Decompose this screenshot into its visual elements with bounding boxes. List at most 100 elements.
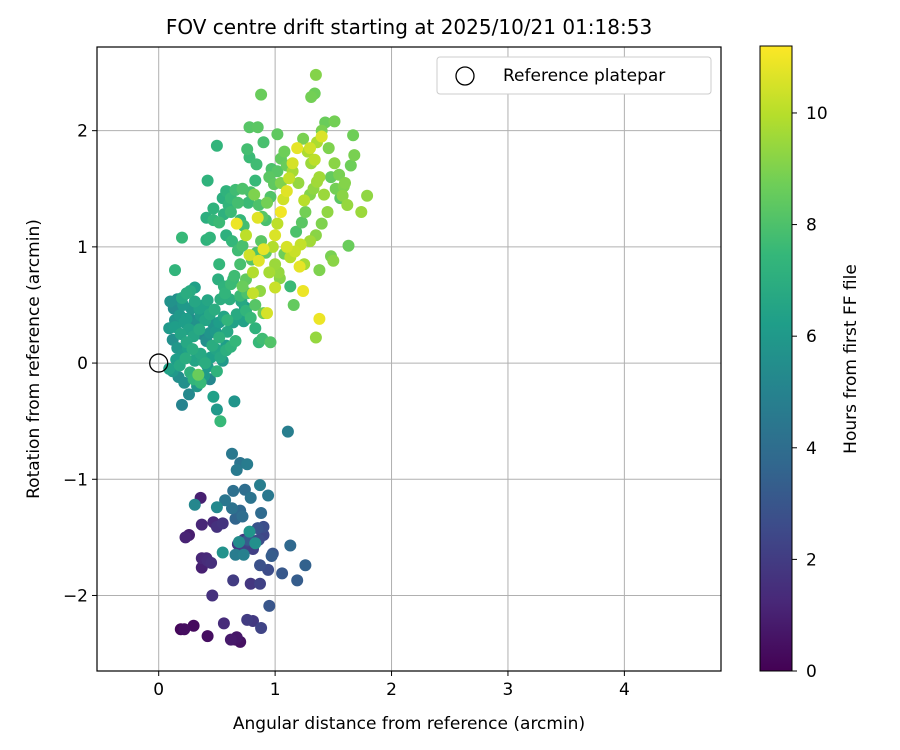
colorbar-tick-label: 6 [806,327,817,347]
scatter-point [291,142,304,155]
scatter-point [178,623,191,636]
scatter-point [236,182,249,195]
scatter-point [210,501,223,514]
y-tick-label: 2 [77,122,88,142]
scatter-point [192,368,205,381]
scatter-point [164,295,177,308]
x-tick-label: 3 [503,680,514,700]
scatter-point [229,548,242,561]
legend: Reference platepar [436,56,712,95]
scatter-point [208,303,221,316]
scatter-point [344,159,357,172]
scatter-point [178,376,191,389]
x-axis: 0 1 2 3 4 [153,671,630,700]
scatter-point [187,619,200,632]
x-tick-label: 4 [619,680,630,700]
scatter-point [255,622,268,634]
scatter-point [309,331,322,344]
scatter-point [213,216,226,229]
scatter-point [236,239,249,252]
scatter-point [308,153,321,166]
scatter-point [328,157,341,170]
scatter-point [240,229,252,242]
scatter-point [281,425,294,438]
scatter-point [264,336,277,349]
scatter-point [255,507,268,519]
scatter-point [271,217,284,230]
y-tick-label: 1 [77,238,88,258]
scatter-point [249,299,262,311]
scatter-point [193,323,206,336]
scatter-point [224,206,237,218]
scatter-point [313,264,326,277]
legend-label: Reference platepar [503,66,665,86]
scatter-point [284,539,297,552]
scatter-point [286,157,299,170]
scatter-point [201,174,214,187]
scatter-point [249,537,262,550]
scatter-point [284,280,297,293]
y-axis: −2 −1 0 1 2 [63,122,97,606]
scatter-point [179,531,192,544]
scatter-point [227,484,240,497]
scatter-point [188,498,201,511]
scatter-point [339,177,351,189]
scatter-point [293,260,306,273]
scatter-point [241,143,254,156]
scatter-point [304,235,316,248]
scatter-point [290,225,303,238]
colorbar: 0 2 4 6 8 10 Hours from first FF file [759,45,861,682]
scatter-point [341,199,354,211]
scatter-point [247,266,259,279]
scatter-point [269,229,282,242]
scatter-point [234,258,247,271]
scatter-point [280,240,293,253]
scatter-point [205,556,218,569]
scatter-point [361,189,374,202]
colorbar-tick-label: 4 [806,439,817,459]
scatter-point [297,285,310,297]
scatter-point [254,559,266,572]
scatter-point [261,307,273,320]
scatter-point [251,121,264,134]
grid-lines [97,47,721,671]
colorbar-tick-label: 8 [806,216,817,236]
scatter-point [226,235,238,248]
x-tick-label: 2 [386,680,397,700]
scatter-point [213,258,226,271]
x-tick-label: 0 [153,680,164,700]
scatter-point [276,567,289,580]
scatter-point [299,206,312,218]
scatter-point [169,264,181,277]
scatter-point [230,217,243,230]
legend-marker-icon [455,66,475,86]
scatter-point [336,189,349,202]
scatter-point [201,630,214,643]
scatter-point [176,231,188,244]
colorbar-tick-label: 10 [806,104,828,124]
scatter-point [216,517,229,530]
scatter-point [266,240,279,253]
scatter-point [271,128,284,141]
scatter-points [149,68,374,648]
scatter-point [243,525,256,538]
scatter-point [221,314,234,327]
scatter-point [231,196,244,209]
scatter-point [244,491,257,504]
scatter-point [269,281,282,294]
scatter-point [227,574,240,587]
chart-title: FOV centre drift starting at 2025/10/21 … [166,15,652,39]
scatter-point [236,510,249,523]
scatter-point [315,130,328,143]
scatter-point [263,599,276,612]
scatter-point [207,390,220,403]
scatter-point [257,243,270,256]
scatter-point [262,489,275,502]
scatter-point [241,613,254,626]
scatter-point [315,217,328,230]
scatter-point [237,548,250,561]
scatter-point [216,546,229,559]
scatter-point [210,139,223,152]
legend-box [436,56,712,95]
